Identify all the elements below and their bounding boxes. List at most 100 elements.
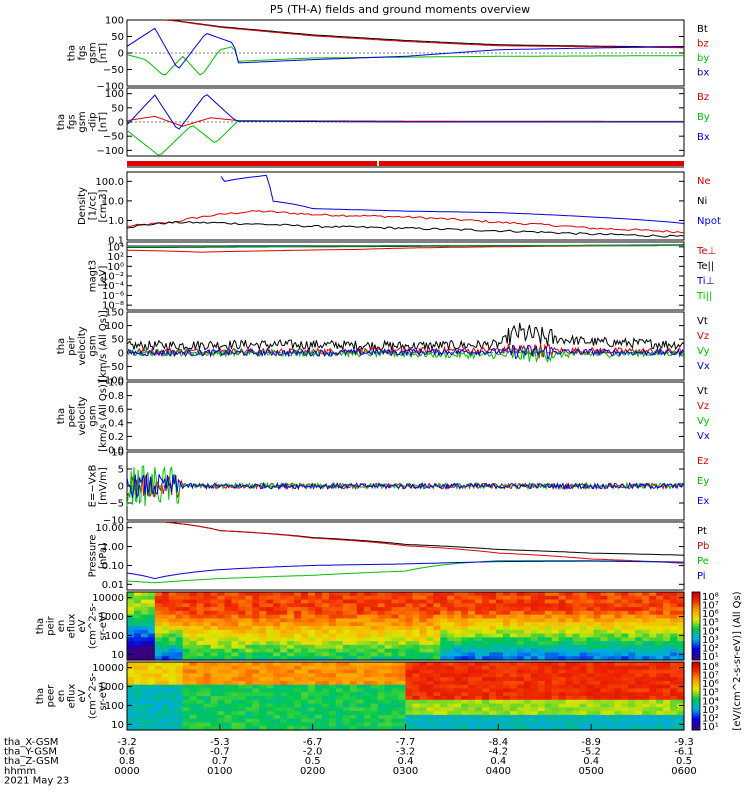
- y-axis-label-line: sr-eV): [98, 681, 109, 710]
- spectrogram-cell: [572, 669, 581, 674]
- series-line-Ne: [126, 209, 685, 234]
- spectrogram-cell: [461, 692, 469, 697]
- spectrogram-cell: [628, 699, 636, 705]
- y-axis-label-line: fgs: [67, 114, 78, 129]
- spectrogram-cell: [642, 696, 650, 701]
- spectrogram-cell: [607, 726, 615, 731]
- spectrogram-cell: [384, 677, 393, 682]
- colorbar-cell: [692, 711, 700, 714]
- spectrogram-cell: [266, 718, 274, 724]
- colorbar-cell: [692, 651, 700, 654]
- series-line-By: [126, 120, 684, 156]
- colorbar-cell: [692, 595, 700, 598]
- spectrogram-cell: [231, 644, 239, 650]
- spectrogram-cell: [489, 644, 497, 650]
- spectrogram-cell: [509, 699, 518, 705]
- spectrogram-cell: [356, 618, 365, 623]
- spectrogram-cell: [127, 618, 135, 623]
- spectrogram-cell: [308, 711, 316, 716]
- spectrogram-cell: [294, 603, 302, 608]
- spectrogram-cell: [593, 711, 602, 716]
- spectrogram-cell: [266, 618, 274, 623]
- spectrogram-cell: [363, 669, 372, 674]
- colorbar-cell: [692, 675, 700, 678]
- spectrogram-cell: [175, 633, 184, 638]
- spectrogram-cell: [377, 614, 386, 620]
- spectrogram-cell: [475, 648, 483, 654]
- spectrogram-cell: [363, 696, 372, 701]
- colorbar-cell: [692, 670, 700, 673]
- spectrogram-cell: [468, 607, 476, 612]
- spectrogram-cell: [614, 692, 622, 697]
- spectrogram-cell: [391, 592, 400, 597]
- spectrogram-cell: [551, 718, 560, 724]
- spectrogram-cell: [314, 618, 323, 623]
- spectrogram-cell: [210, 599, 219, 604]
- spectrogram-cell: [496, 637, 504, 642]
- spectrogram-cell: [245, 622, 253, 627]
- x-axis-row-label: tha_X-GSM: [4, 737, 58, 748]
- spectrogram-cell: [321, 607, 330, 612]
- spectrogram-cell: [454, 699, 462, 705]
- colorbar-tick-label: 10⁴: [702, 626, 719, 637]
- y-axis-label-line: [km/s (All Qs)]: [98, 310, 109, 382]
- spectrogram-cell: [370, 662, 379, 667]
- spectrogram-cell: [433, 718, 441, 724]
- spectrogram-cell: [426, 722, 434, 727]
- spectrogram-cell: [530, 648, 539, 654]
- spectrogram-cell: [607, 680, 615, 686]
- spectrogram-cell: [433, 707, 441, 712]
- spectrogram-cell: [419, 618, 427, 623]
- spectrogram-cell: [426, 718, 434, 724]
- spectrogram-cell: [635, 610, 643, 616]
- spectrogram-cell: [182, 665, 191, 671]
- spectrogram-cell: [370, 599, 379, 604]
- spectrogram-cell: [558, 644, 567, 650]
- spectrogram-cell: [175, 629, 184, 635]
- spectrogram-cell: [621, 680, 629, 686]
- spectrogram-cell: [412, 684, 421, 690]
- y-axis-label-line: [cm-3]: [98, 189, 109, 222]
- spectrogram-cell: [363, 622, 372, 627]
- spectrogram-cell: [419, 688, 427, 693]
- spectrogram-cell: [537, 703, 546, 708]
- spectrogram-cell: [607, 662, 615, 667]
- spectrogram-cell: [419, 610, 427, 616]
- spectrogram-cell: [516, 656, 525, 661]
- spectrogram-cell: [217, 592, 226, 597]
- spectrogram-cell: [656, 592, 664, 597]
- spectrogram-cell: [405, 614, 414, 620]
- spectrogram-cell: [391, 637, 400, 642]
- spectrogram-cell: [496, 603, 504, 608]
- spectrogram-cell: [182, 614, 191, 620]
- spectrogram-cell: [579, 656, 588, 661]
- spectrogram-cell: [614, 703, 622, 708]
- spectrogram-cell: [447, 722, 455, 727]
- spectrogram-cell: [161, 673, 170, 678]
- spectrogram-cell: [677, 711, 685, 716]
- spectrogram-cell: [614, 696, 622, 701]
- spectrogram-cell: [259, 641, 267, 646]
- spectrogram-cell: [440, 599, 448, 604]
- spectrogram-cell: [670, 641, 678, 646]
- spectrogram-cell: [621, 662, 629, 667]
- spectrogram-cell: [600, 610, 609, 616]
- spectrogram-cell: [266, 677, 274, 682]
- x-tick-label-x: -3.2: [117, 737, 137, 748]
- spectrogram-cell: [468, 626, 476, 631]
- spectrogram-cell: [607, 714, 615, 720]
- spectrogram-cell: [377, 626, 386, 631]
- spectrogram-cell: [161, 699, 170, 705]
- spectrogram-cell: [551, 652, 560, 657]
- spectrogram-cell: [321, 656, 330, 661]
- spectrogram-cell: [321, 703, 330, 708]
- spectrogram-cell: [593, 680, 602, 686]
- spectrogram-cell: [335, 718, 344, 724]
- spectrogram-cell: [677, 714, 685, 720]
- colorbar-tick-label: 10⁸: [702, 662, 719, 673]
- spectrogram-cell: [252, 592, 260, 597]
- spectrogram-cell: [308, 656, 316, 661]
- spectrogram-cell: [335, 603, 344, 608]
- spectrogram-cell: [321, 622, 330, 627]
